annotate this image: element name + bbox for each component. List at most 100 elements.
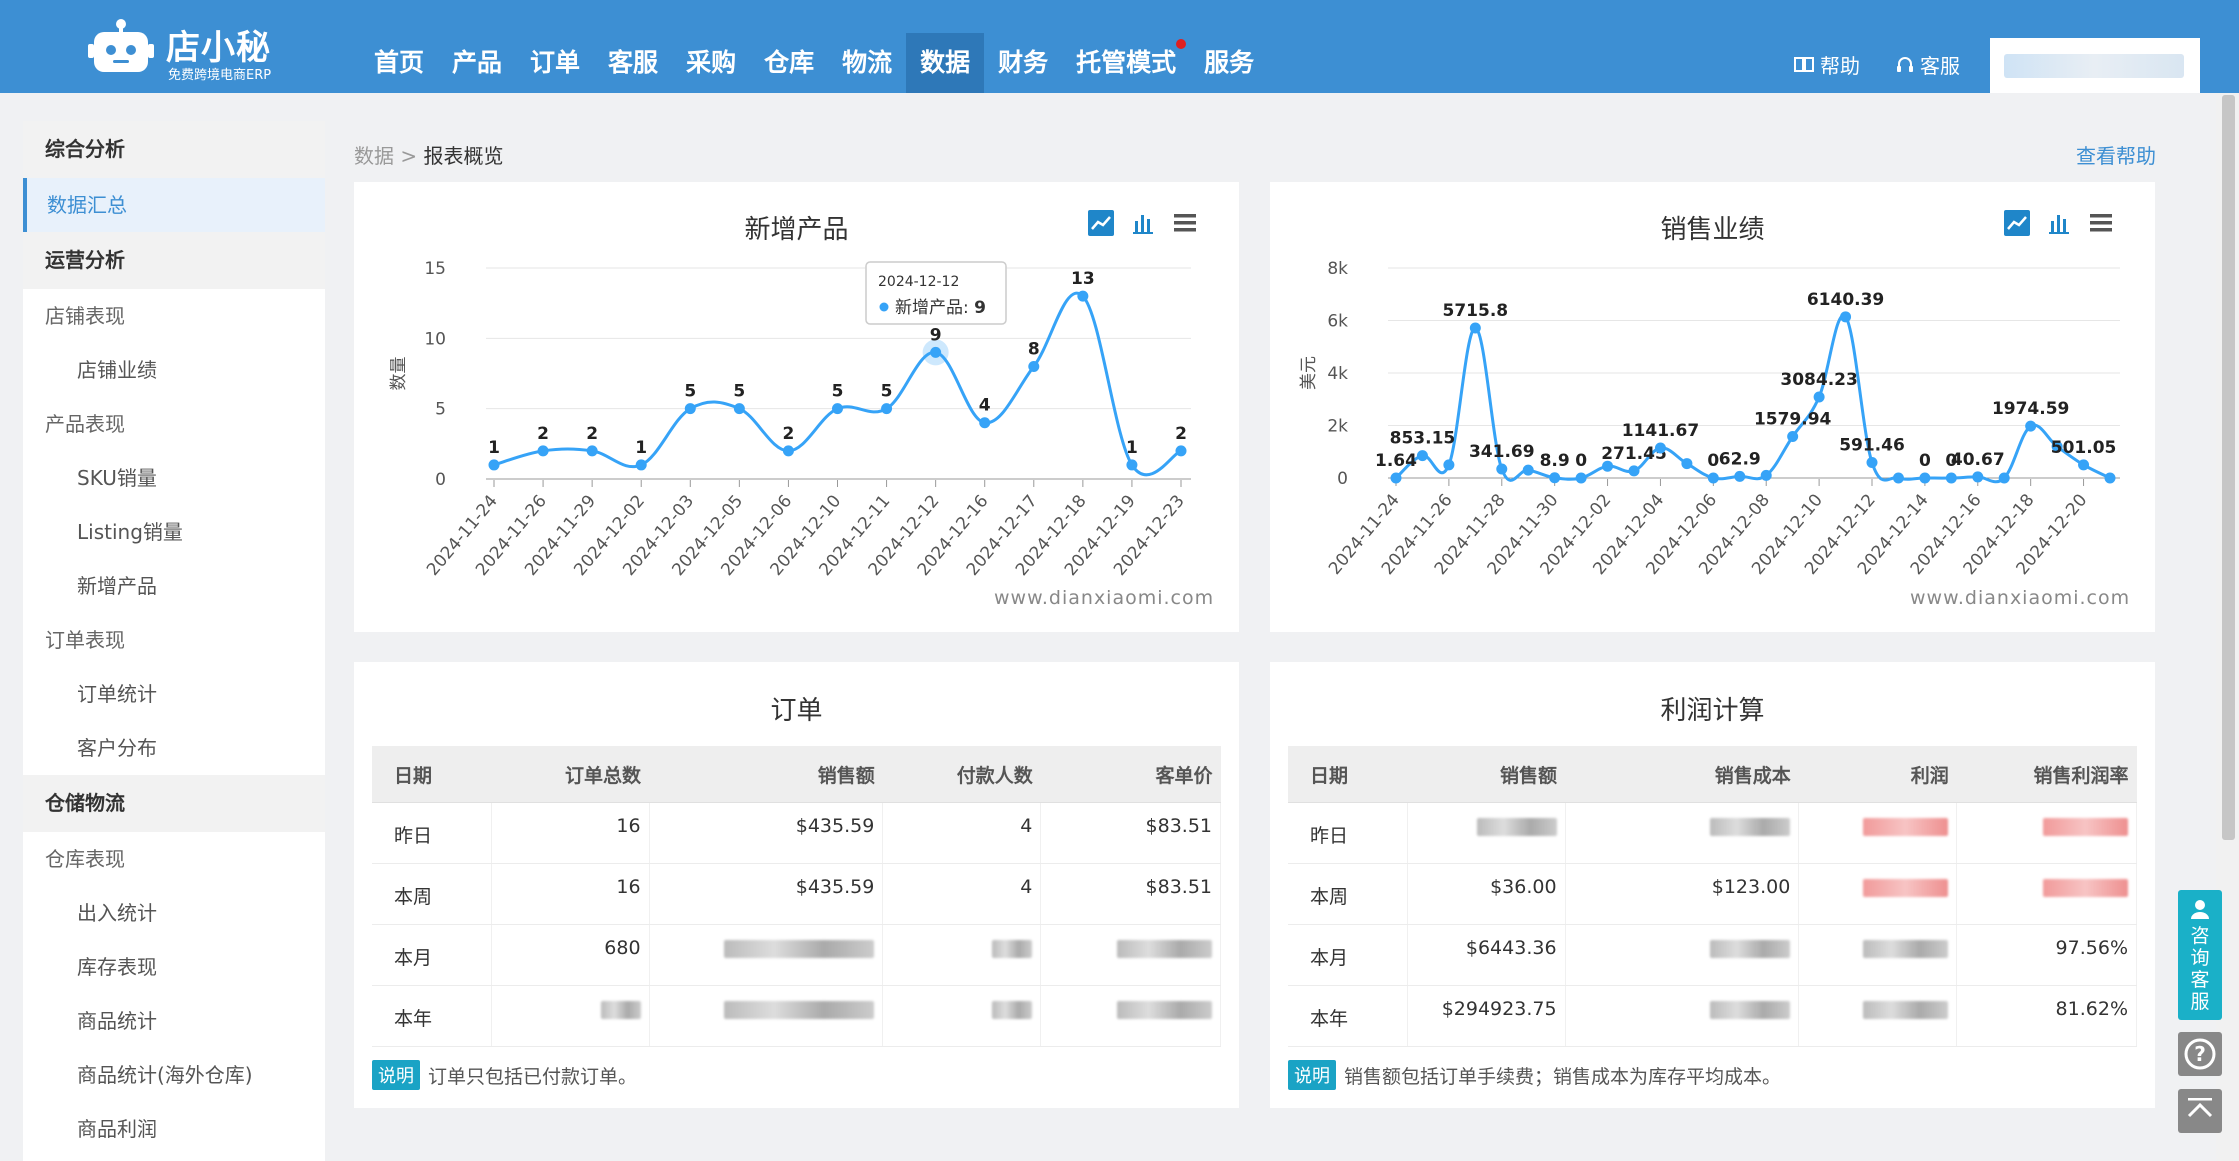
data-point[interactable] xyxy=(1522,464,1534,476)
data-point[interactable] xyxy=(1681,458,1693,470)
table-cell xyxy=(1798,863,1958,925)
data-point[interactable] xyxy=(1707,472,1719,484)
data-point[interactable] xyxy=(1734,470,1746,482)
nav-item-9[interactable]: 托管模式 xyxy=(1062,33,1190,93)
sidebar-item[interactable]: Listing销量 xyxy=(77,520,183,544)
data-point[interactable] xyxy=(733,403,745,415)
nav-item-8[interactable]: 财务 xyxy=(998,48,1049,77)
data-point[interactable] xyxy=(1998,472,2010,484)
table-cell xyxy=(649,985,884,1047)
sidebar-item[interactable]: 店铺表现 xyxy=(45,304,125,328)
data-point[interactable] xyxy=(1469,322,1481,334)
menu-icon[interactable] xyxy=(2088,210,2114,236)
data-point[interactable] xyxy=(537,445,549,457)
data-point[interactable] xyxy=(881,403,893,415)
data-point[interactable] xyxy=(1813,391,1825,403)
view-help-link[interactable]: 查看帮助 xyxy=(2076,144,2156,168)
service-link[interactable]: 客服 xyxy=(1896,50,1960,79)
sidebar-item[interactable]: 商品统计 xyxy=(77,1009,157,1033)
sidebar-item[interactable]: 订单统计 xyxy=(77,682,157,706)
breadcrumb-root[interactable]: 数据 xyxy=(354,144,394,168)
nav-item-10[interactable]: 服务 xyxy=(1204,48,1255,77)
consult-service-button[interactable]: 咨询客服 xyxy=(2178,890,2222,1020)
data-point[interactable] xyxy=(586,445,598,457)
column-header[interactable]: 日期 xyxy=(1288,746,1408,803)
sidebar-item[interactable]: 新增产品 xyxy=(77,574,157,598)
back-to-top-button[interactable] xyxy=(2178,1089,2222,1133)
column-header[interactable]: 销售成本 xyxy=(1565,746,1799,803)
data-point[interactable] xyxy=(684,403,696,415)
bar-chart-icon[interactable] xyxy=(2046,210,2072,236)
sidebar-item[interactable]: 出入统计 xyxy=(77,901,157,925)
data-point[interactable] xyxy=(1892,472,1904,484)
sidebar-item[interactable]: 产品表现 xyxy=(45,412,125,436)
data-point[interactable] xyxy=(1416,450,1428,462)
nav-item-3[interactable]: 客服 xyxy=(608,48,659,77)
data-point[interactable] xyxy=(782,445,794,457)
data-point[interactable] xyxy=(1919,472,1931,484)
data-point[interactable] xyxy=(1628,465,1640,477)
data-point[interactable] xyxy=(979,417,991,429)
nav-item-7[interactable]: 数据 xyxy=(906,33,985,93)
data-point[interactable] xyxy=(1654,442,1666,454)
help-float-button[interactable]: ? xyxy=(2178,1032,2222,1076)
line-chart-icon[interactable] xyxy=(1088,210,1114,236)
data-point[interactable] xyxy=(1945,472,1957,484)
data-point[interactable] xyxy=(1077,290,1089,302)
data-point[interactable] xyxy=(930,346,942,358)
data-point[interactable] xyxy=(1760,469,1772,481)
nav-item-4[interactable]: 采购 xyxy=(686,48,737,77)
y-tick-label: 5 xyxy=(435,400,446,420)
column-header[interactable]: 销售额 xyxy=(649,746,883,803)
sidebar-item[interactable]: 商品统计(海外仓库) xyxy=(77,1063,253,1087)
sidebar-item[interactable]: 仓库表现 xyxy=(45,847,125,871)
data-point[interactable] xyxy=(2051,441,2063,452)
data-point[interactable] xyxy=(1028,360,1040,372)
help-link[interactable]: 帮助 xyxy=(1794,50,1860,79)
data-point[interactable] xyxy=(1443,459,1455,471)
column-header[interactable]: 订单总数 xyxy=(491,746,650,803)
data-point[interactable] xyxy=(1496,463,1508,475)
column-header[interactable]: 客单价 xyxy=(1040,746,1221,803)
nav-item-6[interactable]: 物流 xyxy=(842,48,893,77)
column-header[interactable]: 付款人数 xyxy=(882,746,1041,803)
line-chart-icon[interactable] xyxy=(2004,210,2030,236)
data-point[interactable] xyxy=(2025,420,2037,432)
brand-logo[interactable]: 店小秘 免费跨境电商ERP xyxy=(88,14,278,83)
data-point[interactable] xyxy=(1549,472,1561,484)
nav-item-2[interactable]: 订单 xyxy=(530,48,581,77)
column-header[interactable]: 利润 xyxy=(1798,746,1957,803)
data-point[interactable] xyxy=(1390,472,1402,484)
sidebar-item[interactable]: 商品利润 xyxy=(77,1117,157,1141)
chart-tooltip: 2024-12-12 新增产品: 9 xyxy=(865,261,1007,325)
bar-chart-icon[interactable] xyxy=(1130,210,1156,236)
data-point[interactable] xyxy=(488,459,500,471)
data-point[interactable] xyxy=(1787,431,1799,443)
data-point[interactable] xyxy=(2104,472,2116,484)
column-header[interactable]: 日期 xyxy=(372,746,492,803)
column-header[interactable]: 销售利润率 xyxy=(1956,746,2137,803)
sidebar-item[interactable]: 数据汇总 xyxy=(23,178,325,232)
data-point[interactable] xyxy=(832,403,843,415)
sidebar-item[interactable]: 库存表现 xyxy=(77,955,157,979)
nav-item-5[interactable]: 仓库 xyxy=(764,48,815,77)
sidebar-item[interactable]: 订单表现 xyxy=(45,628,125,652)
data-point[interactable] xyxy=(1602,460,1614,472)
data-point[interactable] xyxy=(1126,459,1138,471)
data-point[interactable] xyxy=(2078,459,2090,471)
data-point[interactable] xyxy=(1840,311,1852,323)
user-account[interactable] xyxy=(1990,38,2200,93)
nav-item-1[interactable]: 产品 xyxy=(452,48,503,77)
sidebar-item[interactable]: SKU销量 xyxy=(77,466,157,490)
data-point[interactable] xyxy=(1866,456,1878,468)
menu-icon[interactable] xyxy=(1172,210,1198,236)
sidebar-item[interactable]: 店铺业绩 xyxy=(77,358,157,382)
data-point[interactable] xyxy=(1175,445,1187,457)
data-point[interactable] xyxy=(1972,471,1984,483)
scrollbar-thumb[interactable] xyxy=(2222,95,2235,840)
column-header[interactable]: 销售额 xyxy=(1407,746,1566,803)
data-point[interactable] xyxy=(635,459,647,471)
sidebar-item[interactable]: 客户分布 xyxy=(77,736,157,760)
nav-item-0[interactable]: 首页 xyxy=(374,48,425,77)
data-point[interactable] xyxy=(1575,472,1587,484)
